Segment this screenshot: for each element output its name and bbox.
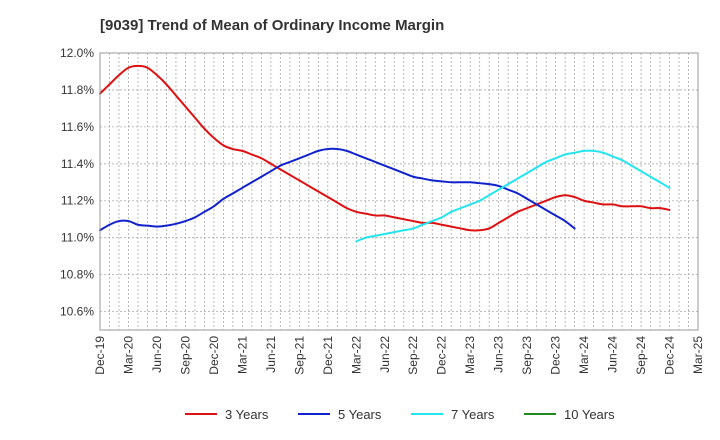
legend-label: 10 Years bbox=[564, 407, 615, 422]
x-tick-label: Dec-19 bbox=[93, 336, 107, 375]
x-tick-label: Mar-25 bbox=[691, 336, 705, 374]
x-tick-label: Sep-21 bbox=[292, 336, 306, 375]
chart-title: [9039] Trend of Mean of Ordinary Income … bbox=[100, 17, 444, 34]
y-axis-ticks: 10.6% 10.8% 11.0% 11.2% 11.4% 11.6% 11.8% 12.0% bbox=[60, 46, 94, 319]
x-tick-label: Dec-23 bbox=[549, 336, 563, 375]
x-tick-label: Jun-24 bbox=[606, 336, 620, 373]
x-tick-label: Sep-20 bbox=[178, 336, 192, 375]
x-tick-label: Mar-24 bbox=[577, 336, 591, 374]
y-tick-label: 11.8% bbox=[61, 83, 94, 97]
grid bbox=[100, 52, 698, 330]
plot-frame bbox=[99, 52, 699, 331]
series-line-3-years bbox=[99, 64, 671, 232]
y-tick-label: 11.4% bbox=[61, 157, 94, 171]
x-tick-label: Dec-22 bbox=[435, 336, 449, 375]
y-tick-label: 10.8% bbox=[60, 268, 94, 282]
x-tick-label: Mar-23 bbox=[463, 336, 477, 374]
x-tick-label: Dec-24 bbox=[663, 336, 677, 375]
x-axis-ticks: Dec-19 Mar-20 Jun-20 Sep-20 Dec-20 Mar-21 Jun-… bbox=[93, 336, 705, 375]
x-tick-label: Dec-21 bbox=[321, 336, 335, 375]
y-tick-label: 11.0% bbox=[61, 231, 94, 245]
x-tick-label: Jun-23 bbox=[492, 336, 506, 373]
series-lines bbox=[99, 64, 671, 243]
legend-label: 7 Years bbox=[451, 407, 495, 422]
y-tick-label: 11.6% bbox=[61, 120, 94, 134]
x-tick-label: Mar-22 bbox=[349, 336, 363, 374]
series-line-5-years bbox=[99, 147, 576, 232]
x-tick-label: Jun-21 bbox=[264, 336, 278, 373]
x-tick-label: Sep-24 bbox=[634, 336, 648, 375]
x-tick-label: Jun-20 bbox=[150, 336, 164, 373]
x-tick-label: Jun-22 bbox=[378, 336, 392, 373]
x-tick-label: Sep-22 bbox=[406, 336, 420, 375]
x-tick-label: Mar-21 bbox=[235, 336, 249, 374]
series-line-7-years bbox=[355, 149, 671, 243]
y-tick-label: 12.0% bbox=[60, 46, 94, 60]
x-tick-label: Sep-23 bbox=[520, 336, 534, 375]
x-tick-label: Dec-20 bbox=[207, 336, 221, 375]
x-tick-label: Mar-20 bbox=[121, 336, 135, 374]
legend: 3 Years 5 Years 7 Years 10 Years bbox=[185, 407, 615, 422]
y-tick-label: 10.6% bbox=[60, 305, 94, 319]
legend-label: 5 Years bbox=[338, 407, 382, 422]
y-tick-label: 11.2% bbox=[61, 194, 94, 208]
legend-label: 3 Years bbox=[225, 407, 269, 422]
